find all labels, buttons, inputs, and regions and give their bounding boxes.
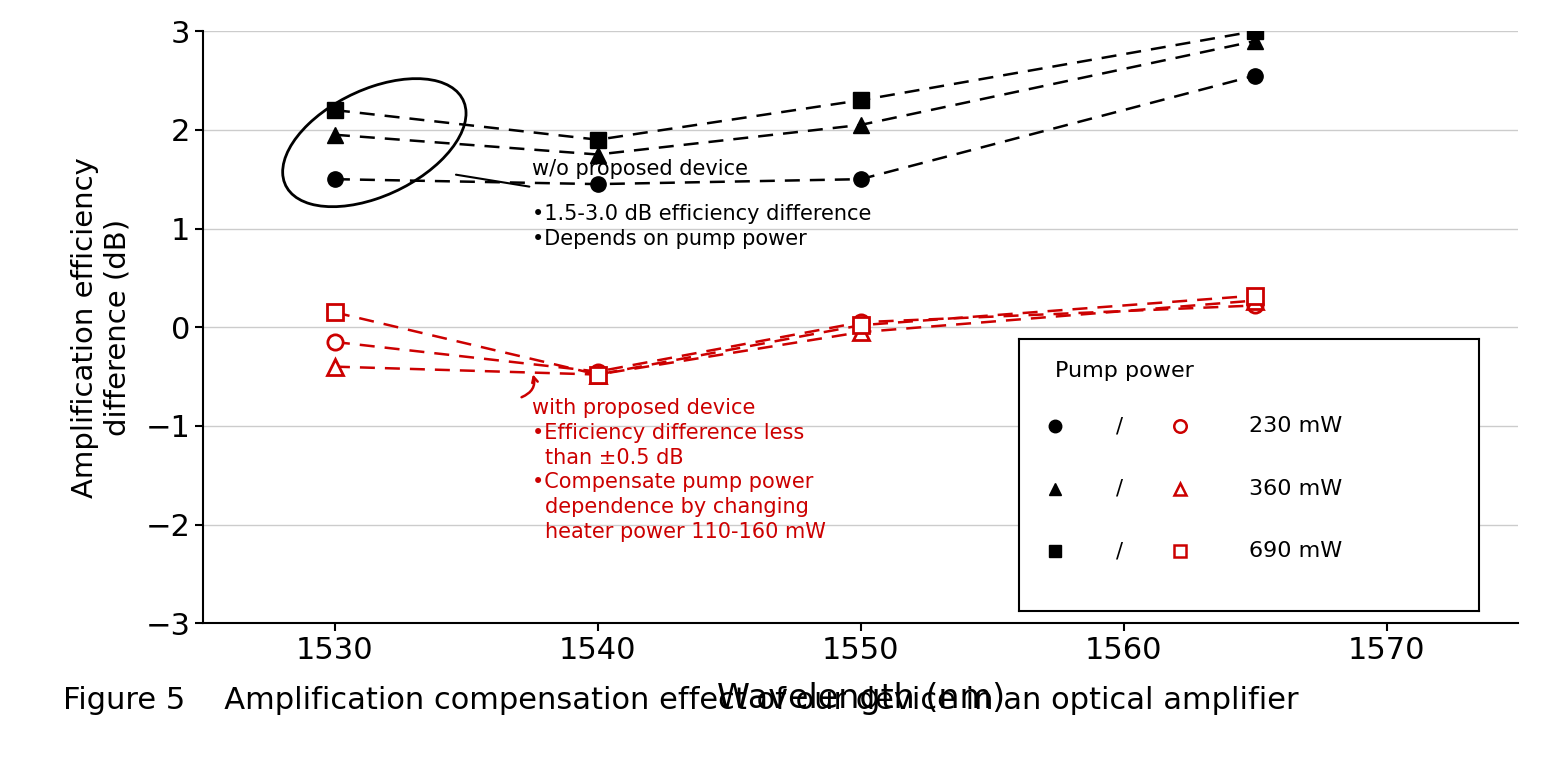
Text: dependence by changing: dependence by changing [545, 497, 809, 517]
Text: heater power 110-160 mW: heater power 110-160 mW [545, 522, 826, 541]
Text: Figure 5    Amplification compensation effect of our device in an optical amplif: Figure 5 Amplification compensation effe… [63, 686, 1299, 714]
Y-axis label: Amplification efficiency
difference (dB): Amplification efficiency difference (dB) [70, 157, 131, 498]
Text: •Compensate pump power: •Compensate pump power [532, 472, 814, 492]
Text: •Depends on pump power: •Depends on pump power [532, 228, 808, 249]
Text: w/o proposed device: w/o proposed device [532, 159, 748, 179]
Text: than ±0.5 dB: than ±0.5 dB [545, 448, 684, 467]
Text: •Efficiency difference less: •Efficiency difference less [532, 423, 804, 443]
Text: •1.5-3.0 dB efficiency difference: •1.5-3.0 dB efficiency difference [532, 204, 872, 224]
X-axis label: Wavelength (nm): Wavelength (nm) [717, 682, 1005, 715]
Text: with proposed device: with proposed device [532, 398, 756, 418]
